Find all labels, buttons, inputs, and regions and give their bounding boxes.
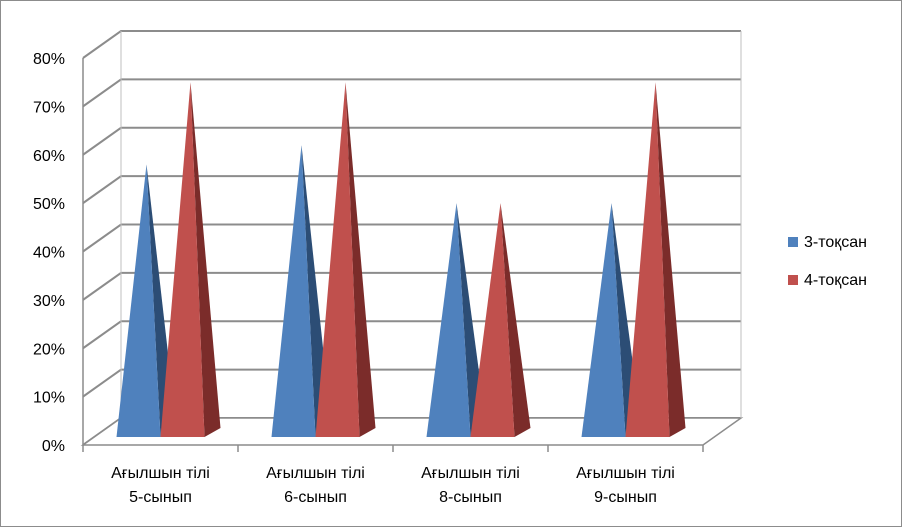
- pyramid-side-2: [190, 82, 221, 437]
- x-tick-label: Ағылшын тілі 6-сынып: [266, 465, 365, 506]
- pyramid-side-2: [345, 82, 376, 437]
- pyramid-bar-1: [426, 203, 471, 437]
- y-tick-label: 0%: [42, 438, 65, 455]
- y-tick-label: 80%: [33, 51, 65, 68]
- pyramid-bar-2: [160, 82, 205, 437]
- legend-label: 3-тоқсан: [804, 234, 867, 251]
- pyramid-side-2: [655, 82, 686, 437]
- x-axis: Ағылшын тілі 5-сынып Ағылшын тілі 6-сынып Ағ…: [82, 445, 704, 506]
- pyramid-bar-1: [116, 164, 161, 438]
- legend-swatch: [788, 275, 798, 285]
- legend: 3-тоқсан 4-тоқсан: [788, 234, 867, 289]
- pyramid-side-2: [500, 203, 531, 437]
- y-tick-label: 10%: [33, 390, 65, 407]
- pyramid-bar-1: [581, 203, 626, 437]
- x-tick-label: Ағылшын тілі 9-сынып: [576, 465, 675, 506]
- y-tick-label: 20%: [33, 341, 65, 358]
- pyramid-bar-2: [470, 203, 515, 437]
- pyramid-bar-2: [625, 82, 670, 437]
- legend-label: 4-тоқсан: [804, 272, 867, 289]
- x-tick-label: Ағылшын тілі 8-сынып: [421, 465, 520, 506]
- legend-swatch: [788, 237, 798, 247]
- y-tick-label: 40%: [33, 245, 65, 262]
- y-tick-label: 50%: [33, 196, 65, 213]
- x-tick-label: Ағылшын тілі 5-сынып: [111, 465, 210, 506]
- pyramid-bar-2: [315, 82, 360, 437]
- y-tick-label: 60%: [33, 148, 65, 165]
- pyramid-bar-1: [271, 145, 316, 437]
- y-tick-label: 70%: [33, 99, 65, 116]
- y-tick-label: 30%: [33, 293, 65, 310]
- pyramid-bars: [116, 82, 686, 438]
- y-axis: 0% 10% 20% 30% 40% 50% 60% 70% 80%: [33, 31, 742, 455]
